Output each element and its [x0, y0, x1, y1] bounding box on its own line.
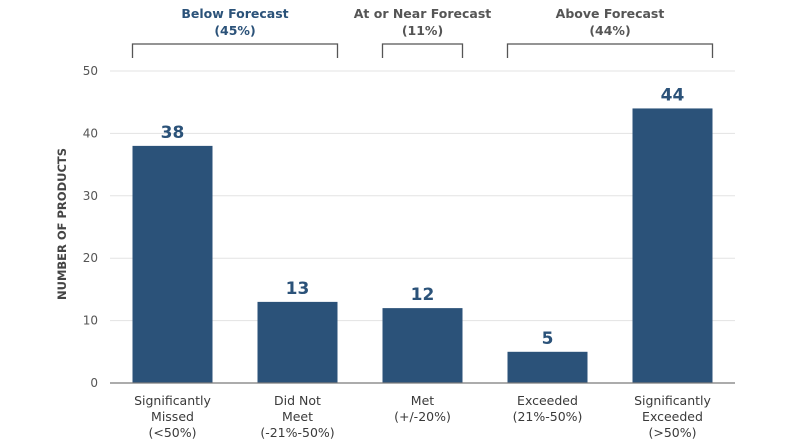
group-bracket	[506, 43, 714, 58]
category-label: Met (+/-20%)	[394, 393, 451, 424]
category-label: Significantly Missed (<50%)	[134, 393, 211, 440]
category-label: Significantly Exceeded (>50%)	[634, 393, 711, 440]
category-label-line: Meet	[282, 409, 313, 424]
category-label-line: Exceeded	[642, 409, 703, 424]
y-tick-label: 10	[83, 314, 98, 328]
category-label-line: (-21%-50%)	[260, 425, 334, 440]
category-label-line: (21%-50%)	[513, 409, 583, 424]
bar	[382, 308, 463, 383]
value-labels: 38 13 12 5 44	[161, 85, 685, 348]
category-label-line: Missed	[151, 409, 194, 424]
value-label: 38	[161, 123, 185, 143]
category-label-line: (<50%)	[148, 425, 196, 440]
group-label: Below Forecast	[181, 6, 288, 21]
value-label: 44	[661, 85, 685, 105]
category-label-line: Significantly	[634, 393, 711, 408]
y-tick-label: 20	[83, 251, 98, 265]
category-label: Did Not Meet (-21%-50%)	[260, 393, 334, 440]
group-brackets: Below Forecast (45%) At or Near Forecast (1…	[131, 6, 714, 58]
group-bracket	[381, 43, 464, 58]
category-label-line: Exceeded	[517, 393, 578, 408]
group-label: Above Forecast	[556, 6, 665, 21]
group-share: (11%)	[402, 23, 443, 38]
y-tick-label: 30	[83, 189, 98, 203]
y-axis-ticks: 0 10 20 30 40 50	[83, 64, 98, 390]
category-label-line: (+/-20%)	[394, 409, 451, 424]
bar	[507, 351, 588, 383]
category-label-line: Significantly	[134, 393, 211, 408]
value-label: 13	[286, 279, 310, 299]
category-labels: Significantly Missed (<50%)Did Not Meet (-21…	[134, 393, 711, 440]
gridlines	[110, 70, 735, 322]
group-share: (45%)	[214, 23, 255, 38]
category-label-line: Met	[411, 393, 434, 408]
category-label-line: Did Not	[274, 393, 321, 408]
y-axis-label: NUMBER OF PRODUCTS	[55, 148, 69, 300]
y-tick-label: 40	[83, 126, 98, 140]
y-tick-label: 50	[83, 64, 98, 78]
bar	[132, 145, 213, 383]
y-tick-label: 0	[90, 376, 98, 390]
bar	[257, 301, 338, 383]
bars	[132, 108, 713, 383]
bar	[632, 108, 713, 383]
value-label: 12	[411, 285, 435, 305]
group-share: (44%)	[589, 23, 630, 38]
group-bracket	[131, 43, 339, 58]
category-label: Exceeded (21%-50%)	[513, 393, 583, 424]
value-label: 5	[542, 329, 554, 349]
category-label-line: (>50%)	[648, 425, 696, 440]
group-label: At or Near Forecast	[354, 6, 492, 21]
